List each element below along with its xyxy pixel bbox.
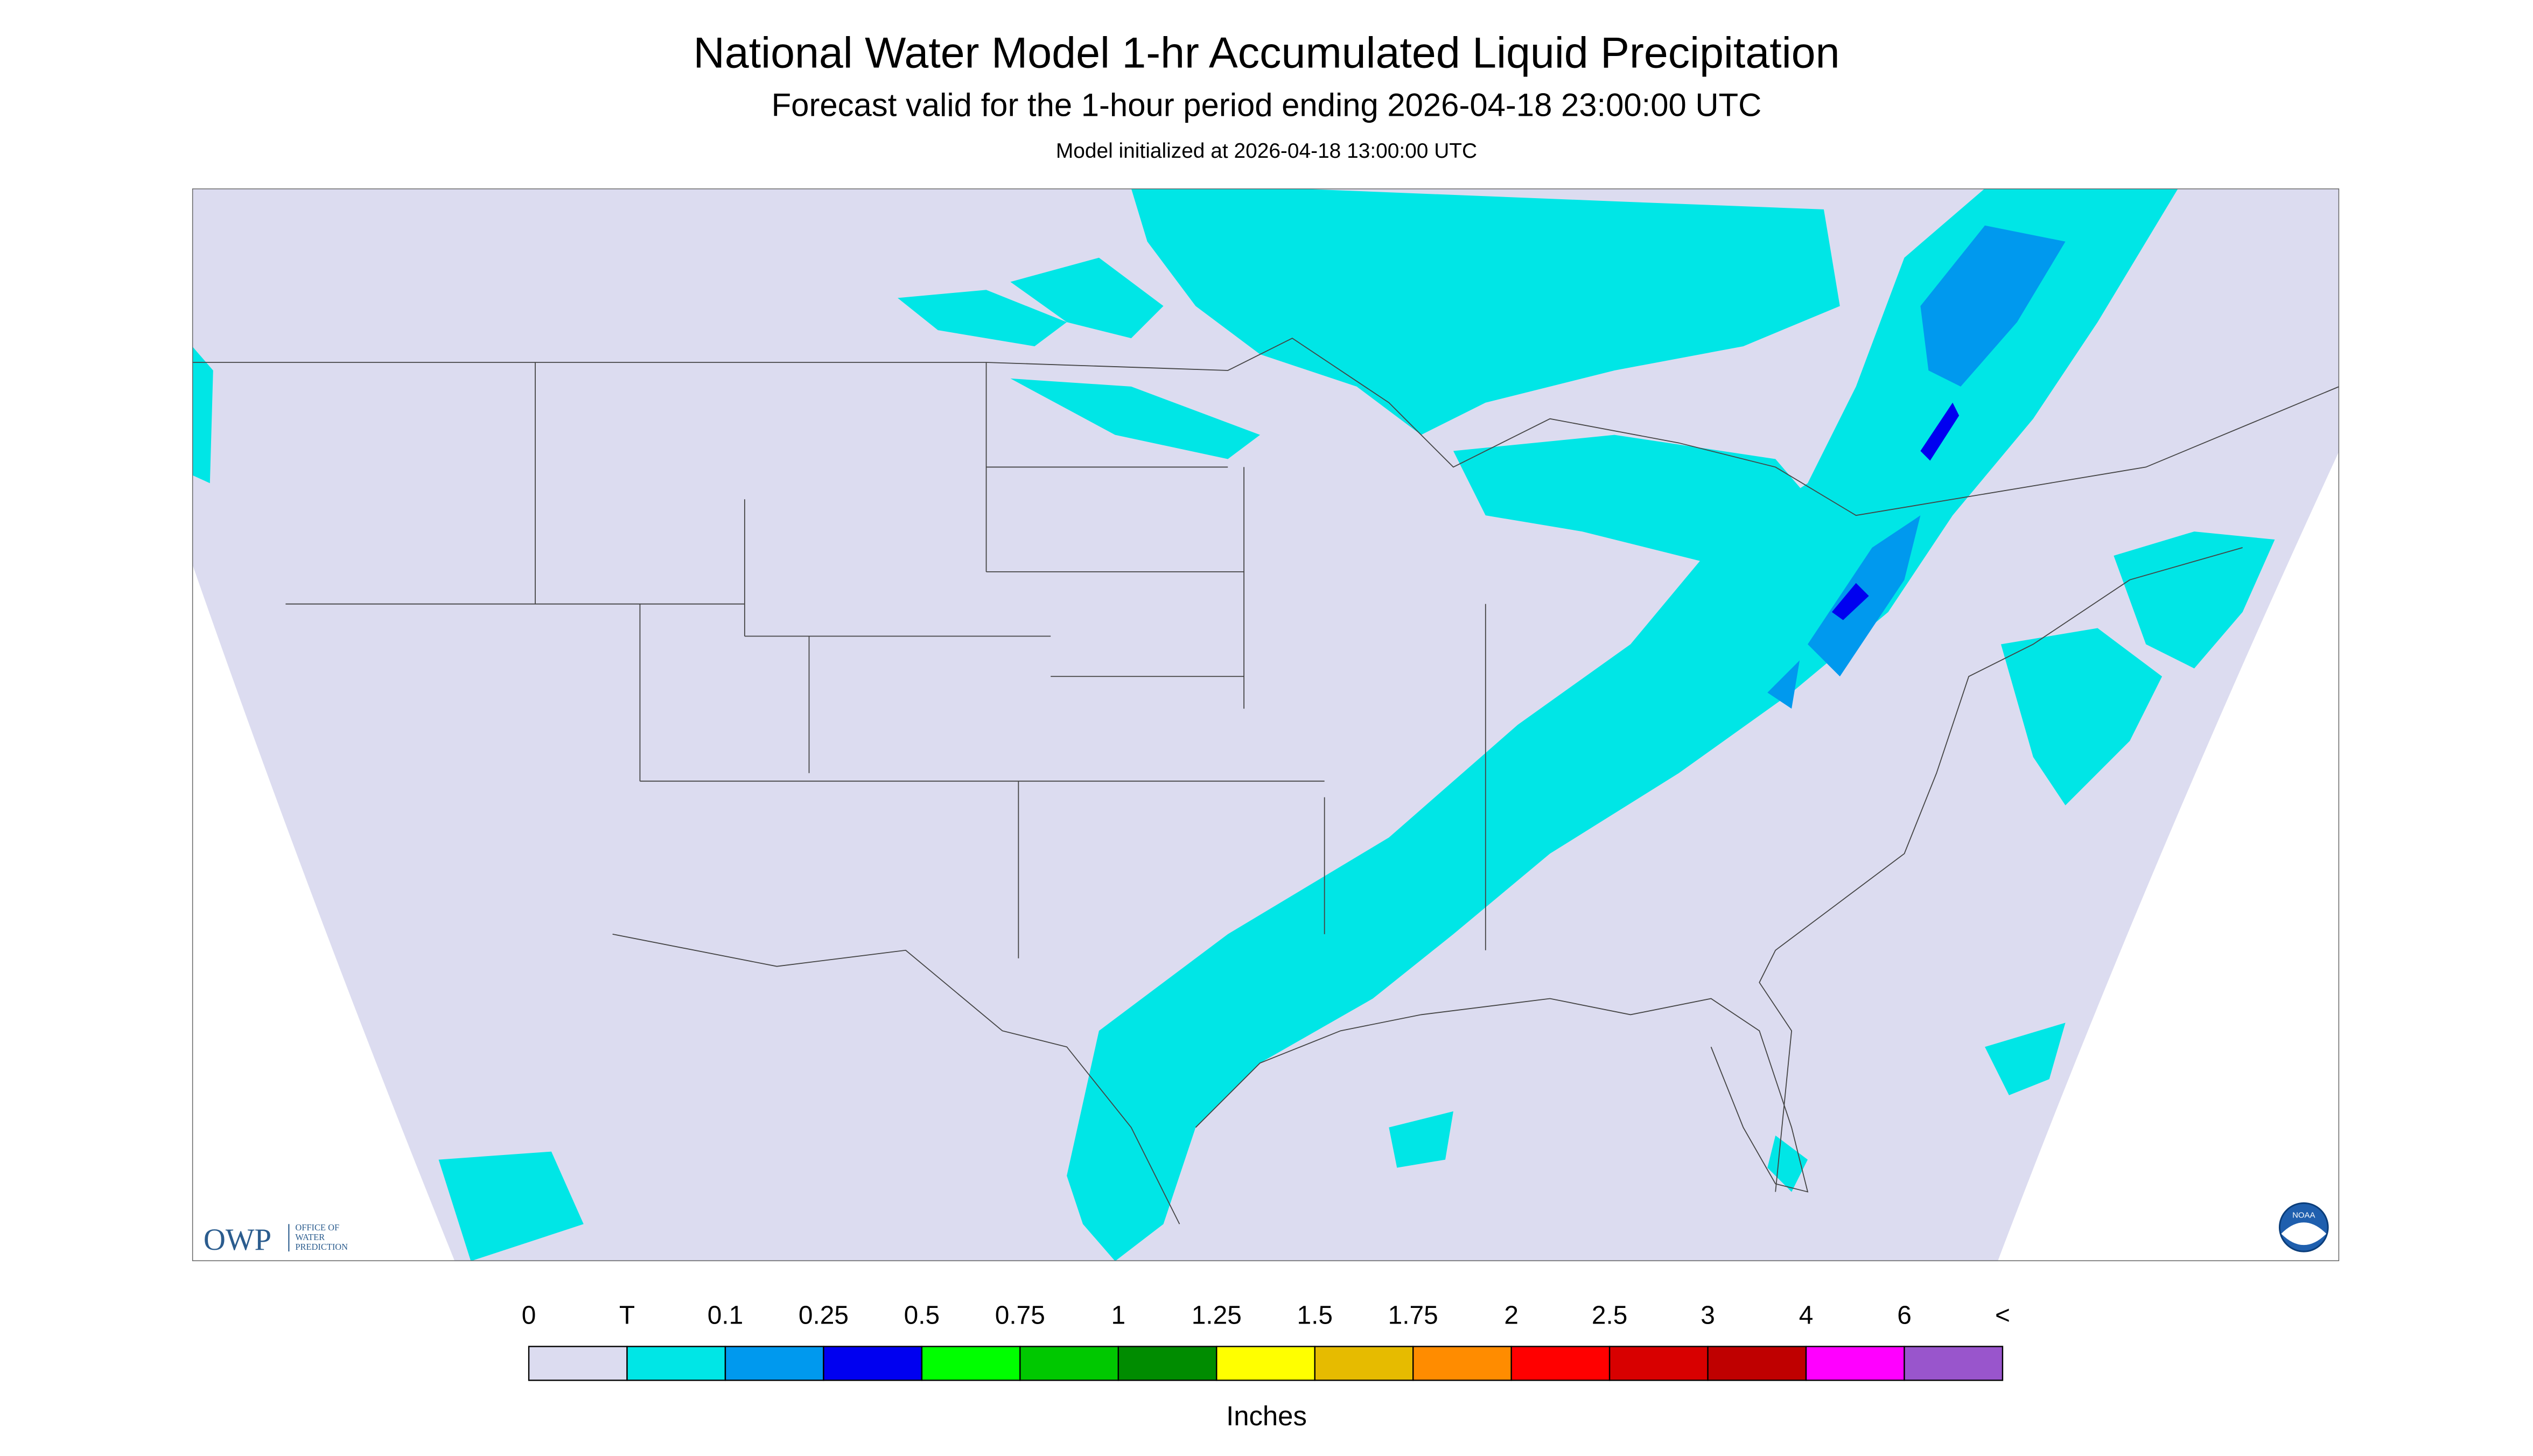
legend-label: 1.75 bbox=[1388, 1301, 1438, 1330]
legend-swatch bbox=[1117, 1346, 1217, 1381]
noaa-wave bbox=[2281, 1222, 2327, 1245]
subtitle: Forecast valid for the 1-hour period end… bbox=[772, 87, 1762, 123]
legend-label: 2.5 bbox=[1592, 1301, 1628, 1330]
legend-swatch bbox=[724, 1346, 824, 1381]
owp-line: WATER bbox=[295, 1232, 325, 1242]
owp-line: OFFICE OF bbox=[295, 1222, 339, 1233]
legend-label: 1.5 bbox=[1297, 1301, 1333, 1330]
legend-label: 0 bbox=[522, 1301, 536, 1330]
noaa-text: NOAA bbox=[2292, 1210, 2315, 1220]
legend-swatch bbox=[1904, 1346, 2004, 1381]
map bbox=[192, 188, 2340, 1262]
legend-swatch bbox=[921, 1346, 1021, 1381]
legend-swatch bbox=[823, 1346, 923, 1381]
legend-label: < bbox=[1995, 1301, 2010, 1330]
noaa-logo: NOAA bbox=[2278, 1202, 2329, 1252]
init-note: Model initialized at 2026-04-18 13:00:00… bbox=[1056, 139, 1477, 163]
legend-swatch bbox=[1412, 1346, 1512, 1381]
legend-unit: Inches bbox=[1226, 1401, 1307, 1431]
legend-label: 0.75 bbox=[995, 1301, 1045, 1330]
legend-label: 1 bbox=[1111, 1301, 1126, 1330]
legend-label: 3 bbox=[1701, 1301, 1715, 1330]
legend: Inches 0 T 0.1 0.25 0.5 0.75 1 1.25 1.5 1.75 2 2.5 3… bbox=[522, 1301, 2010, 1431]
legend-swatch bbox=[1019, 1346, 1119, 1381]
owp-name: OWP bbox=[204, 1223, 271, 1257]
model-domain bbox=[192, 188, 2340, 1262]
legend-label: 2 bbox=[1504, 1301, 1519, 1330]
legend-label: T bbox=[619, 1301, 635, 1330]
owp-line: PREDICTION bbox=[295, 1242, 348, 1252]
legend-swatch bbox=[1608, 1346, 1709, 1381]
legend-swatch bbox=[1510, 1346, 1611, 1381]
legend-swatch bbox=[1805, 1346, 1905, 1381]
legend-label: 0.25 bbox=[799, 1301, 849, 1330]
legend-swatch bbox=[1314, 1346, 1414, 1381]
legend-swatch bbox=[626, 1346, 726, 1381]
owp-logo: OWP OFFICE OF WATER PREDICTION bbox=[204, 1222, 348, 1257]
precip-light bbox=[192, 188, 2275, 1262]
legend-label: 1.25 bbox=[1192, 1301, 1242, 1330]
legend-swatch bbox=[528, 1346, 628, 1381]
legend-label: 4 bbox=[1799, 1301, 1814, 1330]
legend-label: 0.1 bbox=[708, 1301, 744, 1330]
legend-label: 6 bbox=[1897, 1301, 1912, 1330]
legend-label: 0.5 bbox=[904, 1301, 940, 1330]
legend-swatch bbox=[1216, 1346, 1316, 1381]
title: National Water Model 1-hr Accumulated Li… bbox=[694, 29, 1840, 78]
boundaries bbox=[192, 338, 2340, 1224]
legend-swatch bbox=[1707, 1346, 1807, 1381]
precip-heavy bbox=[1831, 402, 1960, 620]
